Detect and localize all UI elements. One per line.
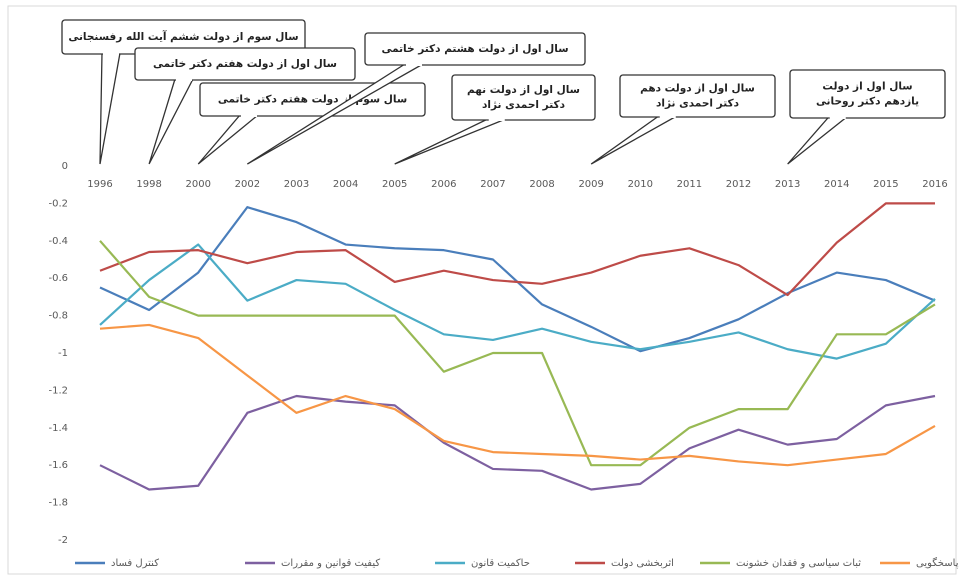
legend-label: کنترل فساد xyxy=(111,558,159,569)
callout-text: دکتر احمدی نژاد xyxy=(656,98,740,110)
callout-text: یازدهم دکتر روحانی xyxy=(816,96,919,108)
annotation: سال اول از دولت نهم دکتر احمدی نژاد xyxy=(394,74,596,165)
legend-label: اثربخشی دولت xyxy=(611,558,674,569)
annotation: سال اول از دولت هفتم دکتر خاتمی xyxy=(134,47,356,165)
callout-join xyxy=(829,116,846,119)
x-tick-label: 2007 xyxy=(480,179,505,190)
x-tick-label: 2010 xyxy=(628,179,653,190)
series-line xyxy=(99,394,936,491)
callout-box xyxy=(789,69,946,119)
callout-join xyxy=(406,63,422,66)
callout-text: سال سوم از دولت هفتم دکتر خاتمی xyxy=(218,94,407,106)
x-tick-label: 2012 xyxy=(726,179,751,190)
series-line xyxy=(99,323,936,467)
y-tick-label: -0.6 xyxy=(48,273,68,284)
callout-text: سال اول از دولت هشتم دکتر خاتمی xyxy=(381,43,568,55)
x-tick-label: 1996 xyxy=(87,179,112,190)
x-tick-label: 2005 xyxy=(382,179,407,190)
x-tick-label: 2008 xyxy=(529,179,554,190)
callout-box xyxy=(134,47,356,81)
callout-join xyxy=(659,115,676,118)
annotation: سال سوم از دولت ششم آیت الله رفسنجانی xyxy=(61,19,306,165)
legend-label: کیفیت قوانین و مقررات xyxy=(281,558,380,569)
y-tick-label: -0.8 xyxy=(48,311,68,322)
y-tick-label: -1.2 xyxy=(48,385,68,396)
callout-text: دکتر احمدی نژاد xyxy=(482,99,566,111)
callout-box xyxy=(364,32,586,66)
x-tick-label: 2014 xyxy=(824,179,849,190)
series-line xyxy=(99,240,936,467)
callout-text: سال سوم از دولت ششم آیت الله رفسنجانی xyxy=(68,30,298,43)
annotation: سال اول از دولت یازدهم دکتر روحانی xyxy=(787,69,946,165)
y-tick-label: -1.8 xyxy=(48,498,68,509)
legend-label: حاکمیت قانون xyxy=(471,558,530,569)
x-tick-label: 2016 xyxy=(922,179,947,190)
x-tick-label: 2006 xyxy=(431,179,456,190)
y-tick-label: 0 xyxy=(62,161,68,172)
x-tick-label: 2015 xyxy=(873,179,898,190)
y-tick-label: -1.4 xyxy=(48,423,68,434)
x-tick-label: 2003 xyxy=(284,179,309,190)
x-tick-label: 2004 xyxy=(333,179,358,190)
legend-label: ثبات سیاسی و فقدان خشونت xyxy=(736,558,861,569)
callout-join xyxy=(488,118,505,121)
x-tick-label: 2002 xyxy=(235,179,260,190)
legend-label: پاسخگویی xyxy=(916,557,959,569)
x-tick-label: 2000 xyxy=(186,179,211,190)
x-tick-label: 2011 xyxy=(677,179,702,190)
y-tick-label: -2 xyxy=(58,535,68,546)
x-tick-label: 2009 xyxy=(578,179,603,190)
callout-join xyxy=(103,52,119,55)
callout-text: سال اول از دولت xyxy=(822,81,912,93)
y-tick-label: -0.2 xyxy=(48,198,68,209)
y-tick-label: -1 xyxy=(58,348,68,359)
callout-text: سال اول از دولت هفتم دکتر خاتمی xyxy=(153,58,337,70)
x-tick-label: 2013 xyxy=(775,179,800,190)
callout-join xyxy=(176,78,192,81)
callout-box xyxy=(619,74,776,118)
callout-box xyxy=(451,74,596,121)
callout-text: سال اول از دولت نهم xyxy=(467,84,580,96)
y-tick-label: -0.4 xyxy=(48,236,68,247)
series-line xyxy=(99,202,935,297)
x-tick-label: 1998 xyxy=(136,179,161,190)
y-tick-label: -1.6 xyxy=(48,460,68,471)
annotation: سال اول از دولت هشتم دکتر خاتمی xyxy=(247,32,586,165)
callout-text: سال اول از دولت دهم xyxy=(640,83,755,95)
annotation: سال اول از دولت دهم دکتر احمدی نژاد xyxy=(590,74,776,165)
callout-join xyxy=(241,114,257,117)
series-line xyxy=(99,243,936,360)
